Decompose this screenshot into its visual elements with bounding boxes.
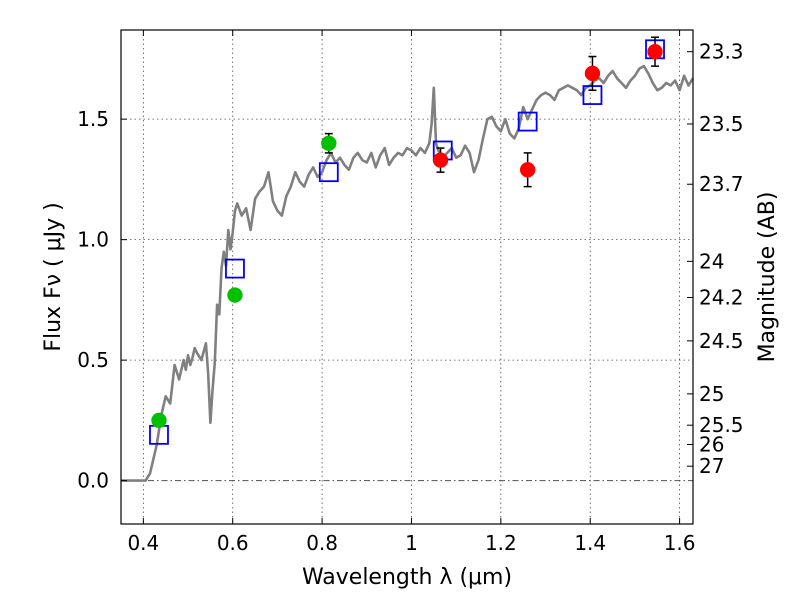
magnitude-tick-label: 23.5	[699, 112, 744, 136]
model-photometry-square	[225, 258, 245, 279]
grid	[121, 30, 693, 524]
model-photometry-square	[318, 162, 339, 183]
y-axis-right-label: Magnitude (AB)	[755, 192, 780, 363]
red-data-point	[584, 65, 601, 82]
green-data-point	[321, 135, 337, 152]
axis-ticks: 0.4 0.6 0.8 1 1.2 1.4 1.6 0.0 0.5 1.0 1.5 23.3 23.5 2…	[77, 30, 744, 555]
y-tick-label: 0.5	[77, 348, 109, 372]
x-tick-label: 1	[405, 531, 418, 555]
magnitude-tick-label: 25	[699, 382, 724, 406]
y-tick-label: 1.0	[77, 228, 109, 252]
photometry-points-layer	[149, 36, 665, 445]
magnitude-tick-label: 24.2	[699, 285, 744, 309]
x-tick-label: 1.4	[574, 531, 606, 555]
green-data-point	[151, 412, 167, 429]
red-data-point	[519, 162, 536, 178]
x-axis-label: Wavelength λ (μm)	[302, 565, 512, 590]
y-tick-label: 1.5	[77, 107, 109, 131]
model-sed-curve	[121, 64, 695, 482]
magnitude-tick-label: 23.7	[699, 172, 744, 196]
x-tick-label: 1.2	[485, 531, 517, 555]
magnitude-tick-label: 25.5	[699, 413, 744, 437]
model-curve-layer	[121, 64, 695, 482]
magnitude-tick-label: 23.3	[699, 40, 744, 64]
magnitude-tick-label: 24.5	[699, 329, 744, 353]
x-tick-label: 0.4	[127, 531, 159, 555]
magnitude-tick-label: 24	[699, 249, 724, 273]
red-data-point	[432, 152, 449, 168]
magnitude-tick-label: 27	[699, 454, 724, 478]
y-axis-label: Flux Fν ( μJy )	[41, 202, 66, 351]
red-data-point	[647, 43, 663, 60]
x-tick-label: 0.8	[306, 531, 338, 555]
model-photometry-square	[517, 111, 538, 132]
magnitude-tick-label: 26	[699, 432, 724, 456]
green-data-point	[227, 287, 243, 303]
x-tick-label: 0.6	[217, 531, 249, 555]
y-tick-label: 0.0	[77, 469, 109, 493]
x-tick-label: 1.6	[664, 531, 696, 555]
plot-frame	[120, 29, 694, 525]
